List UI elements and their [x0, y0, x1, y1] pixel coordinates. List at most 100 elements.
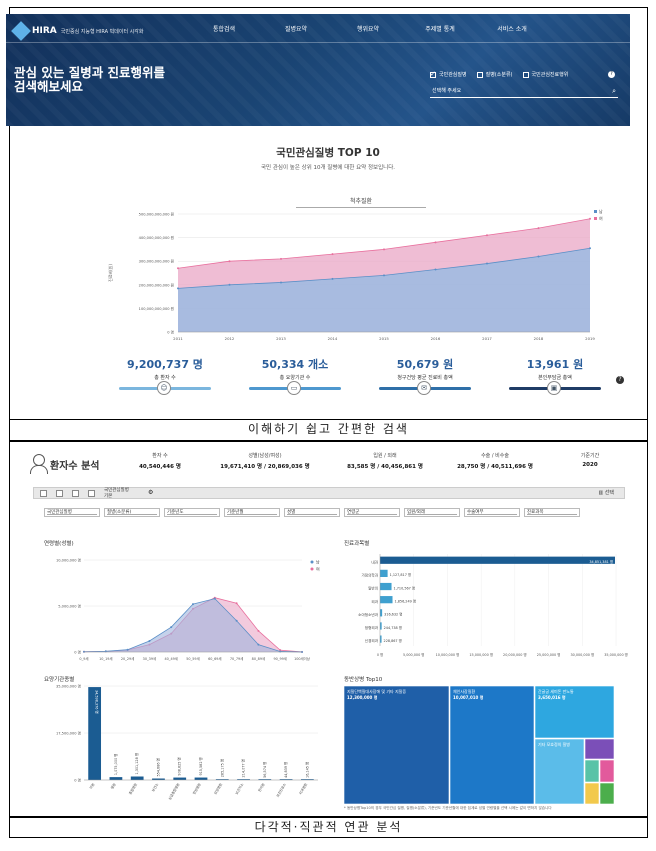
- data-point: [170, 626, 173, 629]
- co-chart-title: 동반상병 Top10: [344, 677, 383, 683]
- category-label: 정형외과: [365, 625, 379, 630]
- data-point: [383, 274, 385, 277]
- check-national-treatment[interactable]: 국민관심진료행위: [522, 71, 568, 78]
- money-icon: ✉: [417, 381, 431, 395]
- bar: [194, 777, 208, 780]
- x-tick-label: 70_79세: [230, 656, 243, 661]
- checkbox-checked-icon[interactable]: [430, 70, 436, 78]
- treemap-cell: [599, 782, 614, 804]
- filter-inout[interactable]: 입원/외래: [404, 508, 460, 517]
- x-tick-label: 90_99세: [273, 656, 286, 661]
- check-national-disease[interactable]: 국민관심질병: [430, 70, 467, 78]
- filter-gender[interactable]: 성별: [284, 508, 340, 517]
- legend-label: 남: [316, 559, 320, 565]
- filter-department[interactable]: 진료과목: [524, 508, 580, 517]
- toolbar-field[interactable]: 국민관심질병 기본: [104, 488, 129, 500]
- x-tick-label: 종합병원: [127, 782, 138, 795]
- data-point: [235, 602, 238, 605]
- x-tick-label: 2012: [225, 336, 235, 341]
- treemap-label: 간글궁 세미돈 만노통: [538, 688, 574, 694]
- x-tick-label: 80_89세: [252, 656, 265, 661]
- bar: [300, 779, 314, 780]
- summary-label: 입원 / 외래: [373, 453, 397, 459]
- y-axis-label: 진료비(원): [107, 264, 113, 282]
- x-tick-label: 2018: [534, 336, 544, 341]
- main-nav: 통합검색 질병요약 행위요약 주제별 통계 서비스 소개: [188, 24, 548, 33]
- y-tick-label: 10,000,000 명: [56, 558, 81, 563]
- filter-disease-subclass[interactable]: 질병(소분류): [104, 508, 160, 517]
- stat-bar: ☺: [119, 381, 211, 395]
- caption-search: 이해하기 쉽고 간편한 검색: [9, 420, 648, 441]
- legend-swatch: [594, 210, 597, 213]
- bar-value-label: 285,175 명: [219, 759, 224, 777]
- toolbar-select[interactable]: ▥ 선택: [598, 490, 614, 496]
- stats-help-icon[interactable]: ?: [616, 376, 624, 384]
- help-icon[interactable]: ?: [608, 71, 615, 78]
- nav-treatment-summary[interactable]: 행위요약: [356, 26, 380, 33]
- data-point: [177, 287, 179, 290]
- x-tick-label: 2017: [482, 336, 492, 341]
- toolbar-btn-icon[interactable]: [56, 490, 63, 497]
- search-input[interactable]: 선택해 주세요 ⌕: [430, 87, 618, 98]
- y-tick-label: 400,000,000,000 원: [139, 235, 174, 240]
- stat-value: 9,200,737 명: [127, 358, 203, 371]
- search-icon[interactable]: ⌕: [612, 87, 616, 95]
- bar-value-label: 554,686 명: [155, 758, 160, 776]
- category-label: 가정의학과: [361, 573, 378, 578]
- x-tick-label: 2019: [585, 336, 595, 341]
- y-tick-label: 0 명: [167, 330, 174, 335]
- summary-gender: 성별(남성/여성) 19,671,410 명 / 20,869,036 명: [205, 452, 325, 470]
- bar-value-label: 1,856,249 명: [395, 598, 416, 603]
- treemap-value: 12,300,000 명: [347, 694, 378, 700]
- check-disease-subclass[interactable]: 질병(소분류): [476, 71, 513, 78]
- bar-value-label: 228,867 명: [384, 638, 402, 643]
- logo-title: HIRA: [32, 26, 57, 36]
- nav-disease-summary[interactable]: 질병요약: [284, 26, 308, 33]
- checkbox-icon[interactable]: [476, 71, 483, 78]
- data-point: [537, 255, 540, 258]
- filter-surgery[interactable]: 수술여부: [464, 508, 520, 517]
- data-point: [213, 597, 216, 600]
- x-tick-label: 50_59세: [186, 656, 199, 661]
- hero-title-line1: 관심 있는 질병과 진료행위를: [14, 65, 166, 80]
- data-point: [148, 639, 151, 642]
- search-type-checkboxes: 국민관심질병 질병(소분류) 국민관심진료행위: [430, 70, 568, 78]
- bar-value-label: 316,632 명: [384, 612, 402, 617]
- area-male: [178, 248, 590, 332]
- logo[interactable]: HIRA 국민중심 지능형 HIRA 빅데이터 시각화: [11, 21, 143, 41]
- summary-value: 40,540,446 명: [139, 464, 181, 470]
- bar: [173, 777, 187, 780]
- bar: [237, 779, 250, 780]
- bar-value-label: 16,145 명: [304, 762, 309, 778]
- toolbar-btn-icon[interactable]: [40, 490, 47, 497]
- x-tick-label: 한방병원: [191, 782, 202, 795]
- x-tick-label: 병원: [109, 782, 116, 790]
- wallet-icon: ▣: [547, 381, 561, 395]
- data-point: [228, 283, 231, 286]
- filter-base-year[interactable]: 기준년도: [164, 508, 220, 517]
- filter-national-disease[interactable]: 국민관심질병: [44, 508, 100, 517]
- nav-service-intro[interactable]: 서비스 소개: [497, 26, 527, 33]
- bar-value-label: 214,077 명: [241, 759, 246, 777]
- nav-integrated-search[interactable]: 통합검색: [212, 26, 236, 33]
- filter-base-month[interactable]: 기준년월: [224, 508, 280, 517]
- dept-chart-title: 진료과목별: [344, 541, 370, 547]
- stat-value: 50,334 개소: [261, 358, 329, 371]
- legend-label: 여: [316, 566, 320, 572]
- category-label: 소아청소년과: [358, 612, 379, 617]
- checkbox-icon[interactable]: [522, 71, 529, 78]
- bar: [380, 569, 388, 577]
- y-tick-label: 500,000,000,000 원: [139, 212, 174, 217]
- y-tick-label: 100,000,000,000 원: [139, 306, 174, 311]
- nav-topic-stats[interactable]: 주제별 통계: [425, 26, 455, 33]
- summary-label: 성별(남성/여성): [248, 453, 282, 459]
- toolbar-btn-icon[interactable]: [88, 490, 95, 497]
- toolbar-select-label: 선택: [604, 490, 614, 496]
- toolbar-btn-icon[interactable]: [72, 490, 79, 497]
- filter-age-group[interactable]: 연령군: [344, 508, 400, 517]
- bar-value-label: 244,738 명: [384, 625, 402, 630]
- selected-disease-tab[interactable]: 척추질환: [296, 196, 426, 208]
- x-tick-label: 10,000,000 명: [436, 652, 460, 657]
- analysis-toolbar: 국민관심질병 기본 ⚙ ▥ 선택: [33, 487, 625, 499]
- gear-icon[interactable]: ⚙: [148, 489, 154, 496]
